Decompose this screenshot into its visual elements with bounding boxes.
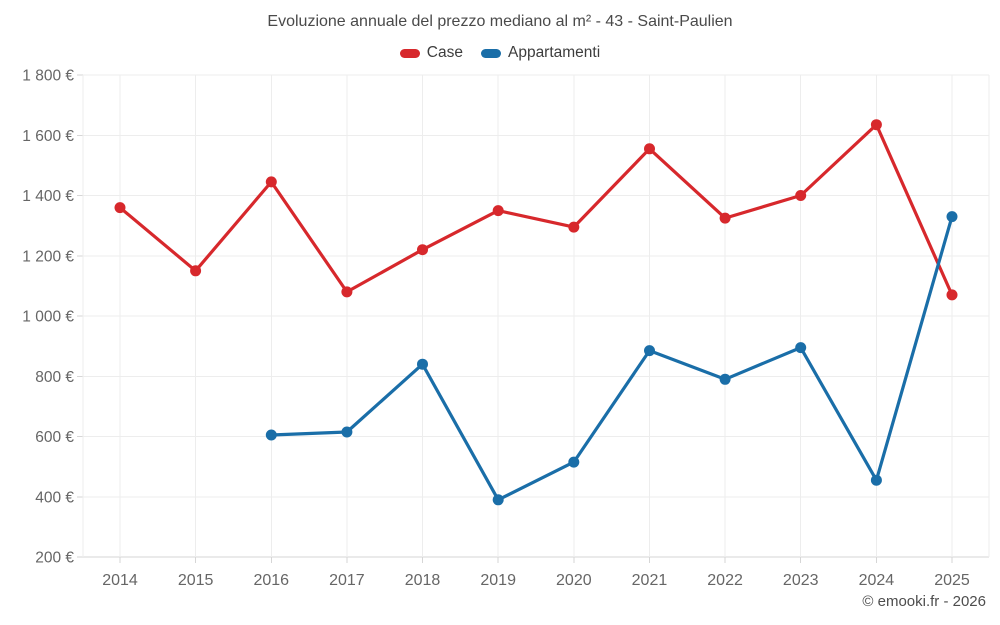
svg-text:2015: 2015 <box>178 572 214 589</box>
svg-text:2016: 2016 <box>253 572 289 589</box>
svg-text:2020: 2020 <box>556 572 592 589</box>
svg-text:1 600 €: 1 600 € <box>22 128 74 145</box>
legend-item-appartamenti[interactable]: Appartamenti <box>480 44 601 62</box>
svg-text:2019: 2019 <box>480 572 516 589</box>
legend-item-case[interactable]: Case <box>399 44 463 62</box>
svg-text:1 200 €: 1 200 € <box>22 248 74 265</box>
svg-text:200 €: 200 € <box>35 550 74 567</box>
svg-text:1 400 €: 1 400 € <box>22 188 74 205</box>
svg-text:2023: 2023 <box>783 572 819 589</box>
svg-text:400 €: 400 € <box>35 489 74 506</box>
svg-text:1 800 €: 1 800 € <box>22 68 74 85</box>
svg-text:2018: 2018 <box>405 572 441 589</box>
svg-text:2017: 2017 <box>329 572 365 589</box>
svg-text:2022: 2022 <box>707 572 743 589</box>
legend-label-appartamenti: Appartamenti <box>507 44 601 61</box>
svg-text:2021: 2021 <box>632 572 668 589</box>
legend-label-case: Case <box>426 44 463 61</box>
svg-text:2014: 2014 <box>102 572 138 589</box>
chart-title: Evoluzione annuale del prezzo mediano al… <box>267 13 733 30</box>
svg-text:600 €: 600 € <box>35 429 74 446</box>
svg-text:2024: 2024 <box>859 572 895 589</box>
attribution-text: © emooki.fr - 2026 <box>862 593 986 610</box>
legend-swatch-case <box>399 48 420 58</box>
svg-text:800 €: 800 € <box>35 369 74 386</box>
svg-text:1 000 €: 1 000 € <box>22 309 74 326</box>
legend: Case Appartamenti <box>0 44 1000 62</box>
svg-text:2025: 2025 <box>934 572 970 589</box>
legend-swatch-appartamenti <box>480 48 501 58</box>
